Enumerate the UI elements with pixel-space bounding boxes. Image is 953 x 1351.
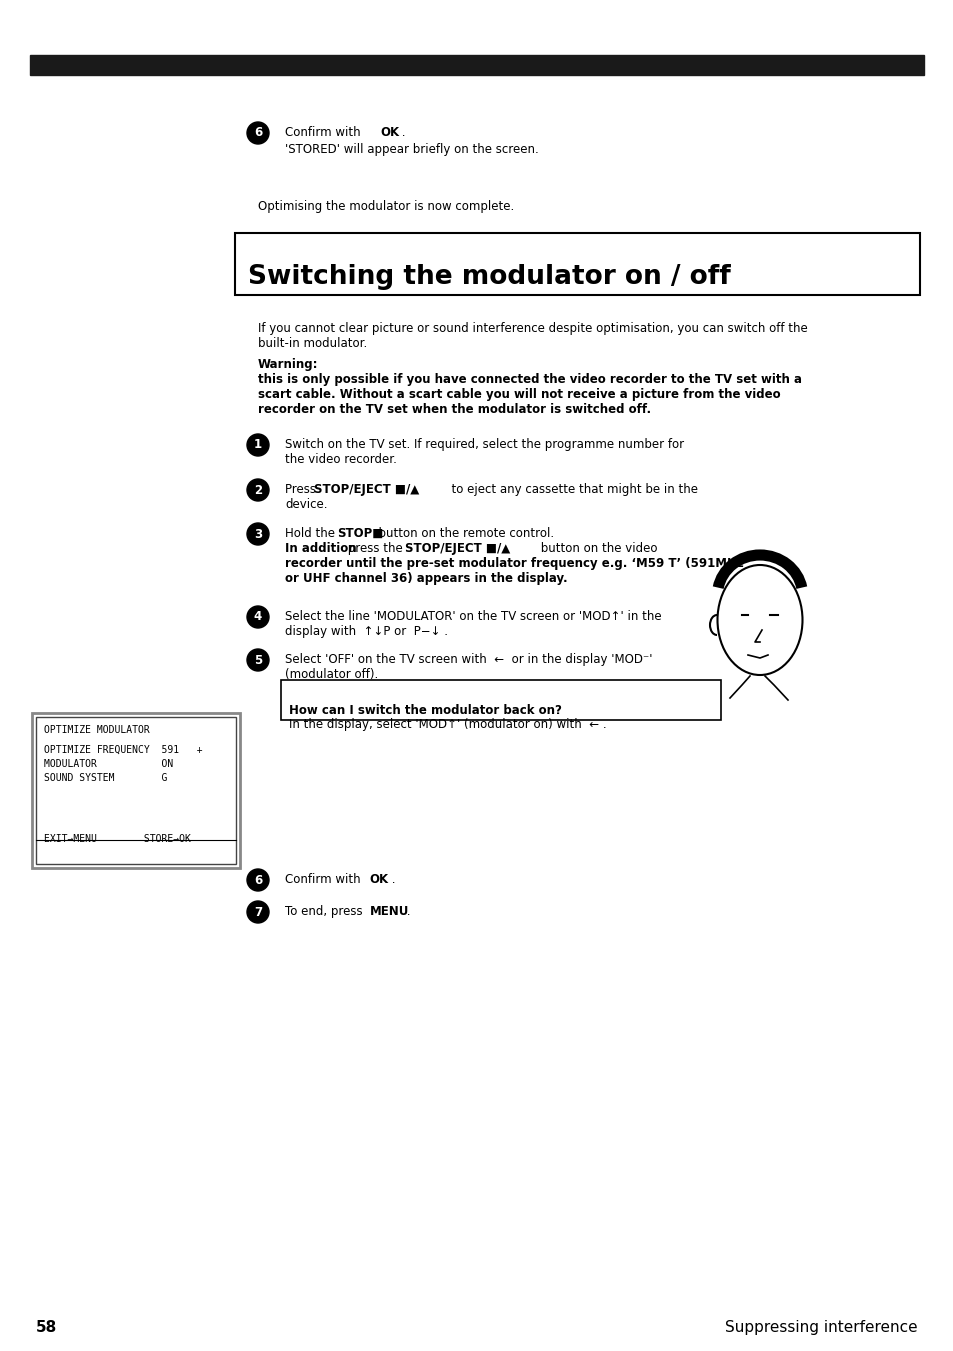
Text: 6: 6 (253, 127, 262, 139)
Text: recorder on the TV set when the modulator is switched off.: recorder on the TV set when the modulato… (257, 403, 651, 416)
Circle shape (247, 480, 269, 501)
Text: 3: 3 (253, 527, 262, 540)
Text: 6: 6 (253, 874, 262, 886)
Circle shape (247, 869, 269, 892)
Text: Confirm with: Confirm with (285, 873, 368, 886)
Text: built-in modulator.: built-in modulator. (257, 336, 367, 350)
Text: MENU: MENU (370, 905, 409, 917)
Text: MODULATOR           ON: MODULATOR ON (44, 759, 173, 769)
Text: To end, press: To end, press (285, 905, 370, 917)
Text: Switching the modulator on / off: Switching the modulator on / off (248, 263, 730, 290)
Text: If you cannot clear picture or sound interference despite optimisation, you can : If you cannot clear picture or sound int… (257, 322, 807, 335)
Text: Confirm with: Confirm with (285, 126, 364, 139)
Circle shape (247, 607, 269, 628)
Text: EXIT→MENU        STORE→OK: EXIT→MENU STORE→OK (44, 834, 191, 844)
Text: .: . (397, 126, 405, 139)
Text: this is only possible if you have connected the video recorder to the TV set wit: this is only possible if you have connec… (257, 373, 801, 386)
Text: In the display, select 'MΟD↑' (modulator on) with  ← .: In the display, select 'MΟD↑' (modulator… (289, 717, 606, 731)
Text: Select 'OFF' on the TV screen with  ←  or in the display 'MΟD⁻': Select 'OFF' on the TV screen with ← or … (285, 653, 652, 666)
Text: Suppressing interference: Suppressing interference (724, 1320, 917, 1335)
Text: (modulator off).: (modulator off). (285, 667, 377, 681)
Text: press the: press the (344, 542, 410, 555)
Text: Warning:: Warning: (257, 358, 318, 372)
Text: OK: OK (369, 873, 388, 886)
Circle shape (247, 901, 269, 923)
Text: Hold the: Hold the (285, 527, 342, 540)
Text: OPTIMIZE FREQUENCY  591   +: OPTIMIZE FREQUENCY 591 + (44, 744, 202, 755)
Text: scart cable. Without a scart cable you will not receive a picture from the video: scart cable. Without a scart cable you w… (257, 388, 780, 401)
Circle shape (247, 434, 269, 457)
Text: 2: 2 (253, 484, 262, 497)
Bar (30, 55, 923, 76)
Text: OK: OK (379, 126, 398, 139)
Text: STOP/EJECT ■/▲: STOP/EJECT ■/▲ (314, 484, 418, 496)
FancyBboxPatch shape (281, 680, 720, 720)
Text: In addition: In addition (285, 542, 356, 555)
Text: STOP■: STOP■ (336, 527, 383, 540)
Text: 58: 58 (36, 1320, 57, 1335)
Text: STOP/EJECT ■/▲: STOP/EJECT ■/▲ (405, 542, 510, 555)
FancyBboxPatch shape (234, 232, 919, 295)
Text: or UHF channel 36) appears in the display.: or UHF channel 36) appears in the displa… (285, 571, 567, 585)
Text: button on the video: button on the video (537, 542, 657, 555)
Text: 1: 1 (253, 439, 262, 451)
Text: 7: 7 (253, 905, 262, 919)
Text: Select the line 'MODULATOR' on the TV screen or 'MΟD↑' in the: Select the line 'MODULATOR' on the TV sc… (285, 611, 661, 623)
FancyBboxPatch shape (36, 717, 235, 865)
FancyBboxPatch shape (32, 713, 240, 867)
Text: OPTIMIZE MODULATOR: OPTIMIZE MODULATOR (44, 725, 150, 735)
Text: display with  ↑↓P or  P−↓ .: display with ↑↓P or P−↓ . (285, 626, 448, 638)
Circle shape (247, 523, 269, 544)
Text: How can I switch the modulator back on?: How can I switch the modulator back on? (289, 704, 561, 717)
Text: button on the remote control.: button on the remote control. (371, 527, 554, 540)
Text: .: . (402, 905, 410, 917)
Text: Press: Press (285, 484, 323, 496)
Text: 4: 4 (253, 611, 262, 624)
Text: .: . (388, 873, 395, 886)
Circle shape (247, 648, 269, 671)
Text: Switch on the TV set. If required, select the programme number for: Switch on the TV set. If required, selec… (285, 438, 683, 451)
Circle shape (247, 122, 269, 145)
Text: 5: 5 (253, 654, 262, 666)
Text: SOUND SYSTEM        G: SOUND SYSTEM G (44, 773, 167, 784)
Text: Optimising the modulator is now complete.: Optimising the modulator is now complete… (257, 200, 514, 213)
Text: 'STORED' will appear briefly on the screen.: 'STORED' will appear briefly on the scre… (285, 143, 538, 155)
Text: recorder until the pre-set modulator frequency e.g. ‘M59 T’ (591MHz: recorder until the pre-set modulator fre… (285, 557, 743, 570)
Text: the video recorder.: the video recorder. (285, 453, 396, 466)
Text: to eject any cassette that might be in the: to eject any cassette that might be in t… (443, 484, 698, 496)
Text: device.: device. (285, 499, 327, 511)
